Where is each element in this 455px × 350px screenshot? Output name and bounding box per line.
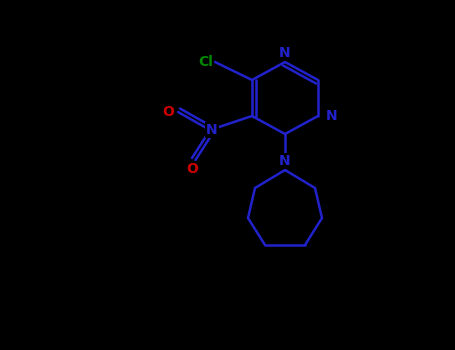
Text: N: N	[206, 123, 218, 137]
Text: N: N	[279, 46, 291, 60]
Text: O: O	[186, 162, 198, 176]
Text: Cl: Cl	[198, 55, 213, 69]
Text: N: N	[279, 154, 291, 168]
Text: O: O	[162, 105, 174, 119]
Text: N: N	[326, 109, 338, 123]
